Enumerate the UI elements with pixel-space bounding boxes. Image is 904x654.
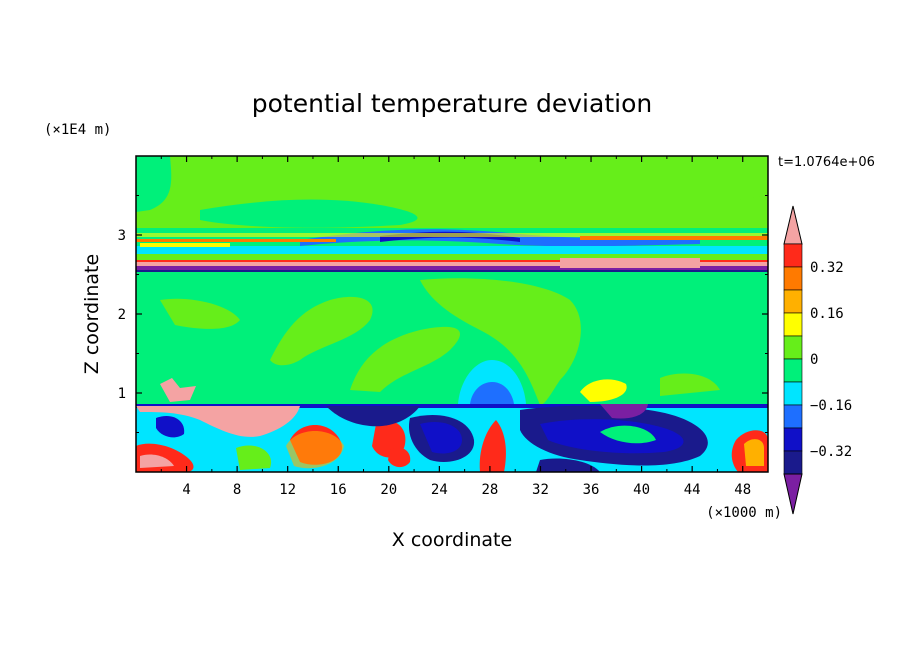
y-tick-label: 3 xyxy=(118,228,126,244)
colorbar-tick-label: 0.16 xyxy=(810,306,844,322)
tropo-green-mid xyxy=(136,254,768,260)
upper-lobe xyxy=(480,156,768,207)
x-axis-ticks: 4 8 12 16 20 24 28 32 36 40 44 48 xyxy=(160,156,751,498)
mid-green-plume-2 xyxy=(350,326,460,392)
tropo-yellow-patch xyxy=(140,243,230,247)
colorbar: 0.32 0.16 0 −0.16 −0.32 xyxy=(783,205,852,515)
x-tick-label: 36 xyxy=(583,482,600,498)
colorbar-swatch xyxy=(783,312,803,337)
tropo-cyan xyxy=(136,246,768,254)
bl-pink-left xyxy=(136,406,300,437)
colorbar-tick-label: 0 xyxy=(810,352,818,368)
x-tick-label: 28 xyxy=(481,482,498,498)
colorbar-swatch xyxy=(783,404,803,429)
y-axis-ticks: 1 2 3 xyxy=(118,195,768,433)
mid-pink-spots xyxy=(160,378,196,402)
mid-green-patch-left xyxy=(160,298,240,329)
bl-purple-patch xyxy=(600,404,648,419)
mid-green-bump xyxy=(660,373,720,396)
colorbar-swatch xyxy=(783,381,803,406)
colorbar-swatch xyxy=(783,358,803,383)
bl-dark-left xyxy=(156,415,185,438)
x-unit-label: (×1000 m) xyxy=(706,505,782,521)
tropo-red-line xyxy=(136,260,768,262)
x-tick-label: 44 xyxy=(684,482,701,498)
colorbar-swatch xyxy=(783,289,803,314)
bl-green-swirl xyxy=(600,425,656,444)
x-tick-label: 24 xyxy=(431,482,448,498)
mid-blue-dome xyxy=(470,382,514,404)
tropo-pink-patch xyxy=(560,258,700,268)
time-label: t=1.0764e+06 xyxy=(778,155,875,170)
tropo-navy xyxy=(136,270,768,272)
colorbar-tick-label: −0.32 xyxy=(810,444,852,460)
colorbar-swatch xyxy=(783,266,803,291)
colorbar-extend-high xyxy=(783,205,803,245)
y-unit-label: (×1E4 m) xyxy=(44,122,111,138)
colorbar-swatch xyxy=(783,335,803,360)
tropo-pink xyxy=(136,262,768,266)
y-tick-label: 1 xyxy=(118,386,126,402)
bl-orange-right xyxy=(744,439,764,466)
bl-dark-bottom xyxy=(536,458,600,472)
bl-green-lobe xyxy=(236,445,272,470)
field-plot xyxy=(136,156,768,472)
bl-top-stripe xyxy=(136,404,768,408)
tropo-purple xyxy=(136,266,768,270)
x-tick-label: 4 xyxy=(182,482,190,498)
upper-lobe-2 xyxy=(136,156,172,212)
bl-dark-eddy-1 xyxy=(326,406,420,427)
colorbar-tick-label: −0.16 xyxy=(810,398,852,414)
colorbar-tick-label: 0.32 xyxy=(810,260,844,276)
upper-lobe-3 xyxy=(200,199,418,228)
bl-red-plume xyxy=(479,420,506,472)
bl-red-mid xyxy=(388,447,411,468)
x-tick-label: 8 xyxy=(233,482,241,498)
x-axis-label: X coordinate xyxy=(392,529,512,551)
y-axis-label: Z coordinate xyxy=(81,254,103,374)
x-tick-label: 32 xyxy=(532,482,549,498)
bl-pink-left-bottom xyxy=(140,454,174,468)
x-tick-label: 20 xyxy=(380,482,397,498)
x-tick-label: 16 xyxy=(330,482,347,498)
x-tick-label: 48 xyxy=(734,482,751,498)
tropo-yellow-stripe xyxy=(136,233,768,237)
y-tick-label: 2 xyxy=(118,307,126,323)
mid-green-plume-1 xyxy=(270,296,373,366)
colorbar-swatch xyxy=(783,243,803,268)
x-tick-label: 12 xyxy=(279,482,296,498)
colorbar-swatch xyxy=(783,427,803,452)
mid-green-plume-3 xyxy=(420,278,581,405)
colorbar-swatch xyxy=(783,450,803,475)
tropo-orange-stripe xyxy=(136,239,336,242)
bl-blue-eddy-2 xyxy=(420,421,462,454)
chart-title: potential temperature deviation xyxy=(252,89,652,118)
mid-yellow-patch xyxy=(580,379,627,402)
tropo-orange-stripe-r xyxy=(580,236,768,240)
colorbar-extend-low xyxy=(783,473,803,515)
x-tick-label: 40 xyxy=(633,482,650,498)
bl-orange-eddy-1 xyxy=(286,431,344,469)
